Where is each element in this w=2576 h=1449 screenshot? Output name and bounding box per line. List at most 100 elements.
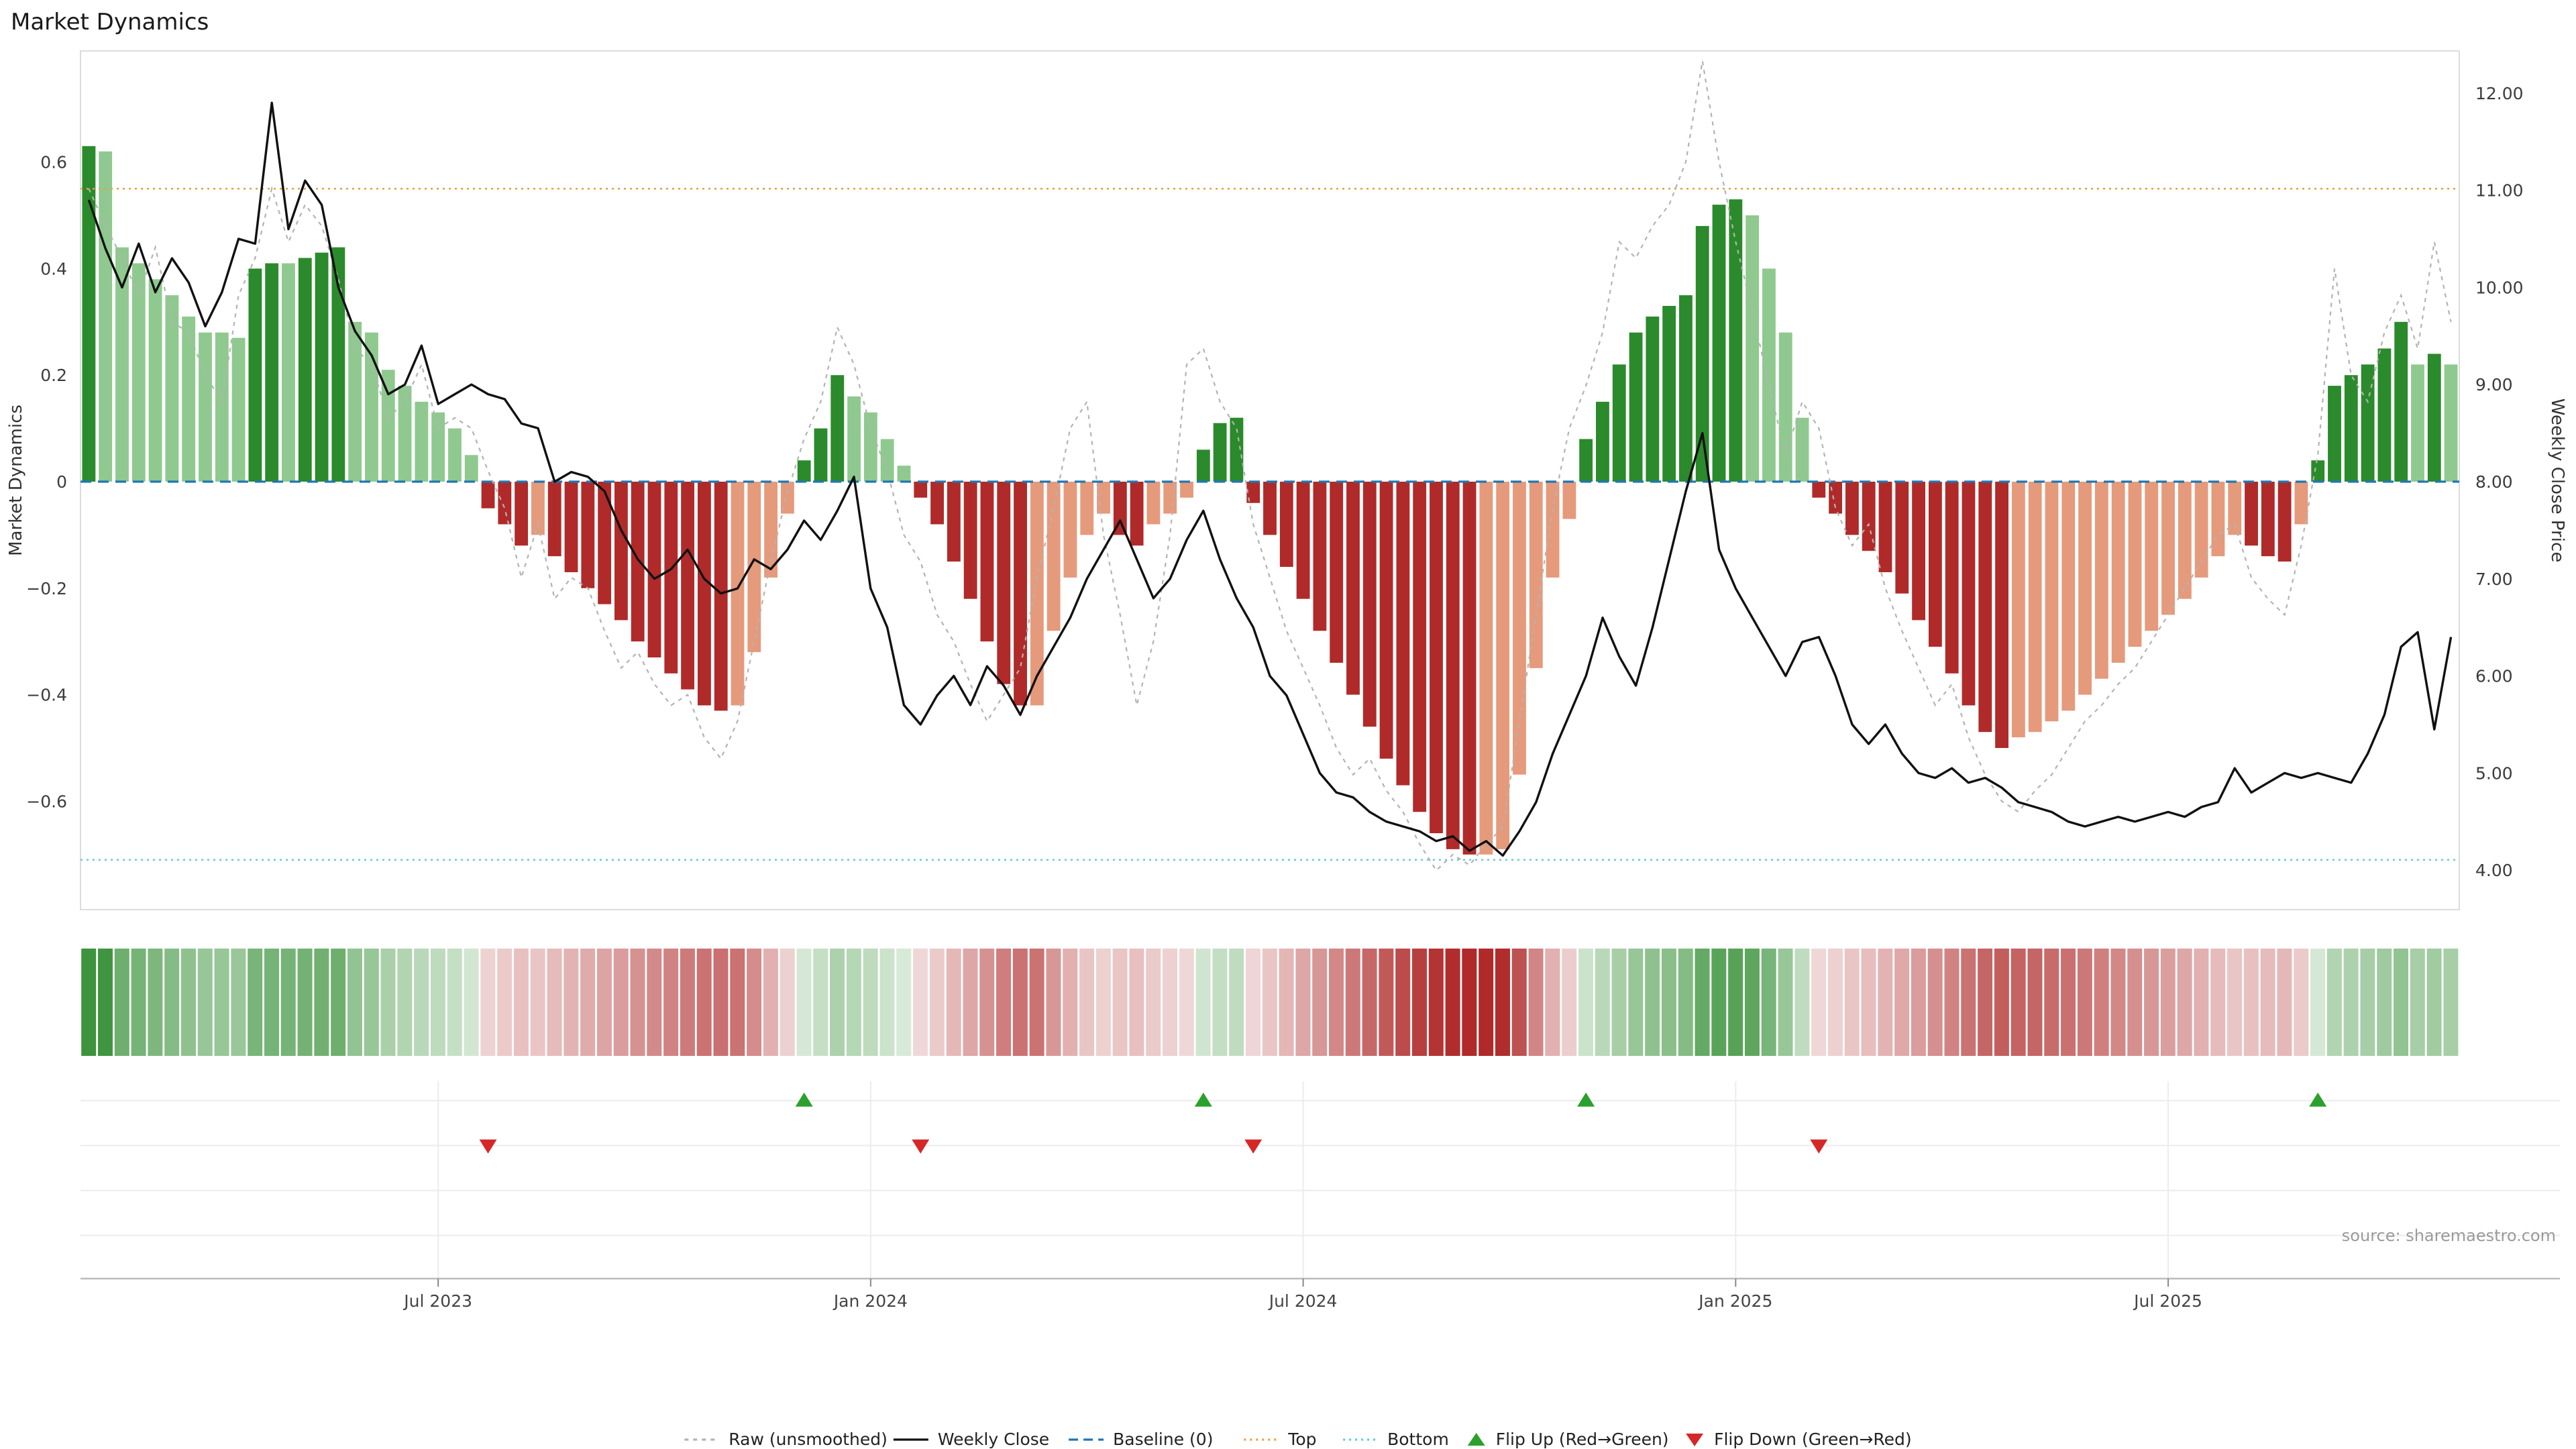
dynamics-bar bbox=[631, 482, 645, 642]
heatmap-cell bbox=[2210, 949, 2226, 1056]
dynamics-bar bbox=[82, 146, 96, 482]
heatmap-cell bbox=[1911, 949, 1926, 1056]
heatmap-cell bbox=[1445, 949, 1460, 1056]
dynamics-bar bbox=[2294, 482, 2308, 525]
heatmap-cell bbox=[2061, 949, 2076, 1056]
legend-label: Baseline (0) bbox=[1113, 1430, 1213, 1449]
heatmap-cell bbox=[1695, 949, 1710, 1056]
dynamics-bar bbox=[431, 412, 445, 482]
weekly-close-line bbox=[87, 101, 2453, 857]
legend-item-6: Flip Down (Green→Red) bbox=[1686, 1430, 1912, 1449]
dynamics-bar bbox=[282, 263, 295, 482]
heatmap-cell bbox=[180, 949, 196, 1056]
dynamics-bar bbox=[2078, 482, 2092, 695]
heatmap-cell bbox=[164, 949, 180, 1056]
page-title: Market Dynamics bbox=[11, 9, 209, 36]
dynamics-bar bbox=[1080, 482, 1094, 535]
dynamics-bar bbox=[1579, 439, 1593, 482]
heatmap-cell bbox=[1246, 949, 1260, 1056]
dynamics-bar bbox=[2228, 482, 2242, 535]
dynamics-bar bbox=[814, 428, 828, 482]
heatmap-cell bbox=[1179, 949, 1194, 1056]
heatmap-cell bbox=[2360, 949, 2375, 1056]
dynamics-bar bbox=[2128, 482, 2142, 647]
dynamics-bar bbox=[564, 482, 578, 572]
y-tick-label-left: −0.2 bbox=[26, 579, 67, 598]
heatmap-cell bbox=[1562, 949, 1577, 1056]
dynamics-bar bbox=[2028, 482, 2042, 733]
left-axis-label: Market Dynamics bbox=[6, 405, 26, 556]
heatmap-cell bbox=[879, 949, 895, 1056]
legend-item-3: Top bbox=[1244, 1430, 1316, 1449]
raw-line bbox=[88, 60, 2452, 872]
heatmap-cell bbox=[2227, 949, 2243, 1056]
dynamics-bar bbox=[1014, 482, 1027, 706]
dynamics-bar bbox=[1995, 482, 2008, 748]
flip-down-marker bbox=[1244, 1139, 1263, 1154]
y-tick-label-left: 0 bbox=[56, 472, 67, 492]
y-tick-label-right: 11.00 bbox=[2475, 181, 2524, 201]
heatmap-cell bbox=[1046, 949, 1061, 1056]
heatmap-cell bbox=[1944, 949, 1960, 1056]
dynamics-bar bbox=[498, 482, 512, 525]
heatmap-cell bbox=[464, 949, 479, 1056]
legend-item-2: Baseline (0) bbox=[1069, 1430, 1213, 1449]
legend-label: Flip Up (Red→Green) bbox=[1496, 1430, 1669, 1449]
dynamics-bar bbox=[1130, 482, 1144, 546]
dynamics-bar bbox=[99, 151, 113, 482]
dynamics-bar bbox=[231, 337, 246, 482]
heatmap-cell bbox=[913, 949, 928, 1056]
heatmap-cell bbox=[1994, 949, 2009, 1056]
dynamics-bar bbox=[897, 466, 911, 482]
dynamics-bar bbox=[248, 268, 262, 482]
heatmap-cell bbox=[1894, 949, 1910, 1056]
legend-item-4: Bottom bbox=[1343, 1430, 1449, 1449]
heatmap-cell bbox=[564, 949, 579, 1056]
dynamics-bar bbox=[647, 482, 661, 658]
heatmap-cell bbox=[2010, 949, 2026, 1056]
dynamics-bar bbox=[1596, 401, 1609, 482]
heatmap-cell bbox=[280, 949, 296, 1056]
heatmap-cell bbox=[530, 949, 545, 1056]
heatmap-cell bbox=[963, 949, 978, 1056]
dynamics-bar bbox=[1279, 482, 1293, 568]
dynamics-bar bbox=[1097, 482, 1110, 514]
heatmap-cell bbox=[2394, 949, 2409, 1056]
heatmap-cell bbox=[1495, 949, 1510, 1056]
heatmap-cell bbox=[1312, 949, 1328, 1056]
dynamics-bar bbox=[914, 482, 928, 498]
dynamics-bar bbox=[664, 482, 678, 674]
dynamics-bar bbox=[1829, 482, 1843, 514]
dynamics-bar bbox=[1962, 482, 1976, 706]
dynamics-bar bbox=[131, 263, 146, 482]
dynamics-bar bbox=[1746, 215, 1760, 482]
heatmap-cell bbox=[979, 949, 995, 1056]
dynamics-bar bbox=[1379, 482, 1393, 759]
dynamics-bar bbox=[2178, 482, 2192, 599]
heatmap-cell bbox=[1163, 949, 1178, 1056]
heatmap-cell bbox=[2094, 949, 2109, 1056]
heatmap-cell bbox=[813, 949, 828, 1056]
heatmap-cell bbox=[1462, 949, 1477, 1056]
x-tick-label: Jul 2025 bbox=[2133, 1291, 2202, 1311]
dynamics-bar bbox=[2145, 482, 2159, 631]
heatmap-cell bbox=[2326, 949, 2342, 1056]
heatmap-cell bbox=[1079, 949, 1095, 1056]
heatmap-cell bbox=[1029, 949, 1044, 1056]
heatmap-cell bbox=[2443, 949, 2459, 1056]
heatmap-cell bbox=[1479, 949, 1494, 1056]
flip-down-marker bbox=[912, 1139, 930, 1154]
dynamics-bar bbox=[1496, 482, 1510, 849]
dynamics-bar bbox=[1146, 482, 1161, 525]
dynamics-bar bbox=[747, 482, 761, 653]
dynamics-bar bbox=[2245, 482, 2258, 546]
heatmap-cell bbox=[447, 949, 462, 1056]
dynamics-bar bbox=[2411, 364, 2424, 482]
heatmap-cell bbox=[1262, 949, 1277, 1056]
dynamics-bar bbox=[182, 316, 196, 482]
heatmap-cell bbox=[2343, 949, 2359, 1056]
heatmap-cell bbox=[1861, 949, 1876, 1056]
dynamics-bar bbox=[1213, 423, 1227, 482]
heatmap-cell bbox=[480, 949, 496, 1056]
heatmap-cell bbox=[1678, 949, 1693, 1056]
